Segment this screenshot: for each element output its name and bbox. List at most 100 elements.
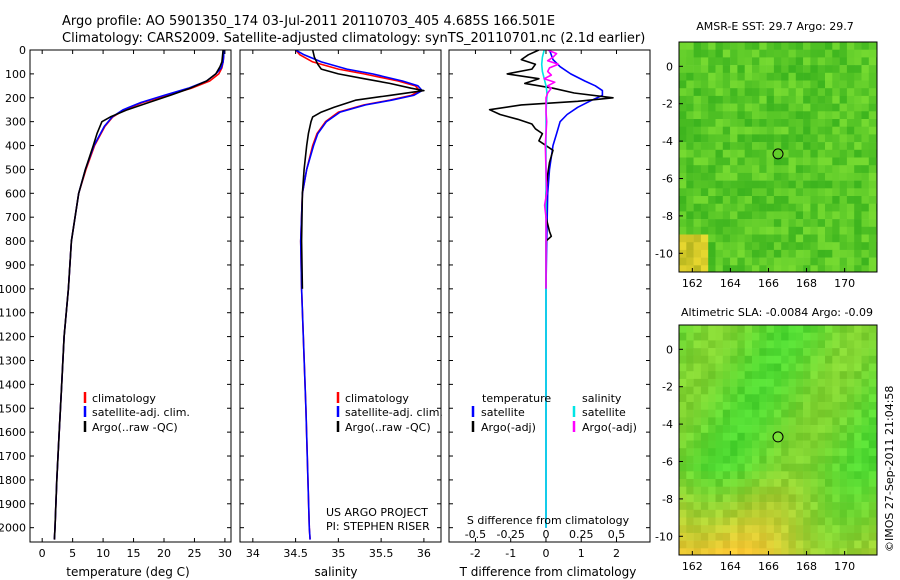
map-cell [832,242,840,251]
map-cell [722,402,731,410]
map-y-tick-label: -10 [655,247,673,260]
map-cell [686,149,694,158]
map-cell [825,409,833,418]
map-cell [773,219,782,228]
map-cell [825,448,833,457]
map-cell [708,172,716,181]
map-cell [744,242,753,251]
map-cell [788,509,797,518]
map-cell [846,180,855,189]
map-cell [744,355,753,364]
x-tick-label: 5 [69,547,76,560]
map-cell [679,355,687,364]
map-cell [730,355,738,364]
map-cell [730,157,738,166]
map-cell [737,234,745,243]
map-cell [686,525,694,534]
map-cell [795,149,804,158]
map-cell [781,363,789,372]
map-cell [795,265,804,272]
map-cell [708,126,716,135]
argo-position-marker [772,431,784,443]
depth-tick-label: 0 [19,44,26,57]
map-cell [781,234,789,243]
map-cell [744,494,753,503]
map-cell [708,348,716,357]
map-cell [766,88,775,97]
map-cell [759,219,767,228]
map-cell [686,226,694,235]
map-cell [708,471,716,480]
map-cell [686,340,694,349]
map-cell [803,394,811,403]
temperature-x-label: temperature (deg C) [66,565,189,579]
map-cell [737,134,745,143]
map-cell [686,378,694,387]
map-cell [825,226,833,235]
map-cell [679,111,687,120]
difference-y-ticks [449,49,650,529]
map-cell [803,455,811,464]
map-cell [722,95,731,104]
map-cell [722,249,731,258]
map-cell [752,88,760,97]
map-cell [861,394,870,403]
map-cell [686,180,694,189]
map-cell [846,42,855,50]
map-cell [708,65,716,74]
map-cell [766,325,775,333]
map-cell [781,257,789,266]
map-cell [868,494,877,503]
map-cell [846,242,855,251]
map-cell [759,532,767,541]
map-cell [803,95,811,104]
map-cell [766,111,775,120]
map-cell [759,57,767,66]
map-cell [700,494,709,503]
satellite-adj-clim--line [53,50,225,540]
salinity-argo-adj--line [543,50,560,289]
map-cell [730,142,738,151]
map-cell [854,417,862,426]
map-cell [722,525,731,534]
map-cell [708,265,716,272]
map-cell [788,172,797,181]
map-cell [700,157,709,166]
temperature-legend: climatology satellite-adj. clim. Argo(..… [83,392,190,434]
map-cell [788,219,797,228]
map-cell [839,134,848,143]
map-cell [832,378,840,387]
map-cell [766,257,775,266]
map-cell [752,548,760,555]
map-cell [773,463,782,472]
map-cell [766,226,775,235]
map-cell [730,111,738,120]
map-cell [693,119,702,127]
map-cell [795,111,804,120]
map-cell [868,72,877,81]
map-cell [788,95,797,104]
map-cell [854,42,862,50]
s-difference-tick-label: 0.5 [608,528,626,541]
map-cell [708,249,716,258]
difference-legend: temperature satellite Argo(-adj) salinit… [471,392,637,434]
map-cell [744,103,753,112]
map-cell [861,486,870,495]
map-cell [730,95,738,104]
map-cell [825,463,833,472]
map-cell [795,226,804,235]
map-cell [817,142,826,151]
map-cell [737,42,745,50]
map-cell [795,332,804,341]
sst-map-title: AMSR-E SST: 29.7 Argo: 29.7 [696,20,854,33]
map-cell [795,463,804,472]
map-cell [708,371,716,380]
map-cell [810,494,818,503]
map-cell [737,65,745,74]
map-cell [832,394,840,403]
map-cell [817,325,826,333]
map-cell [810,219,818,228]
map-cell [832,226,840,235]
map-cell [810,134,818,143]
map-cell [817,134,826,143]
